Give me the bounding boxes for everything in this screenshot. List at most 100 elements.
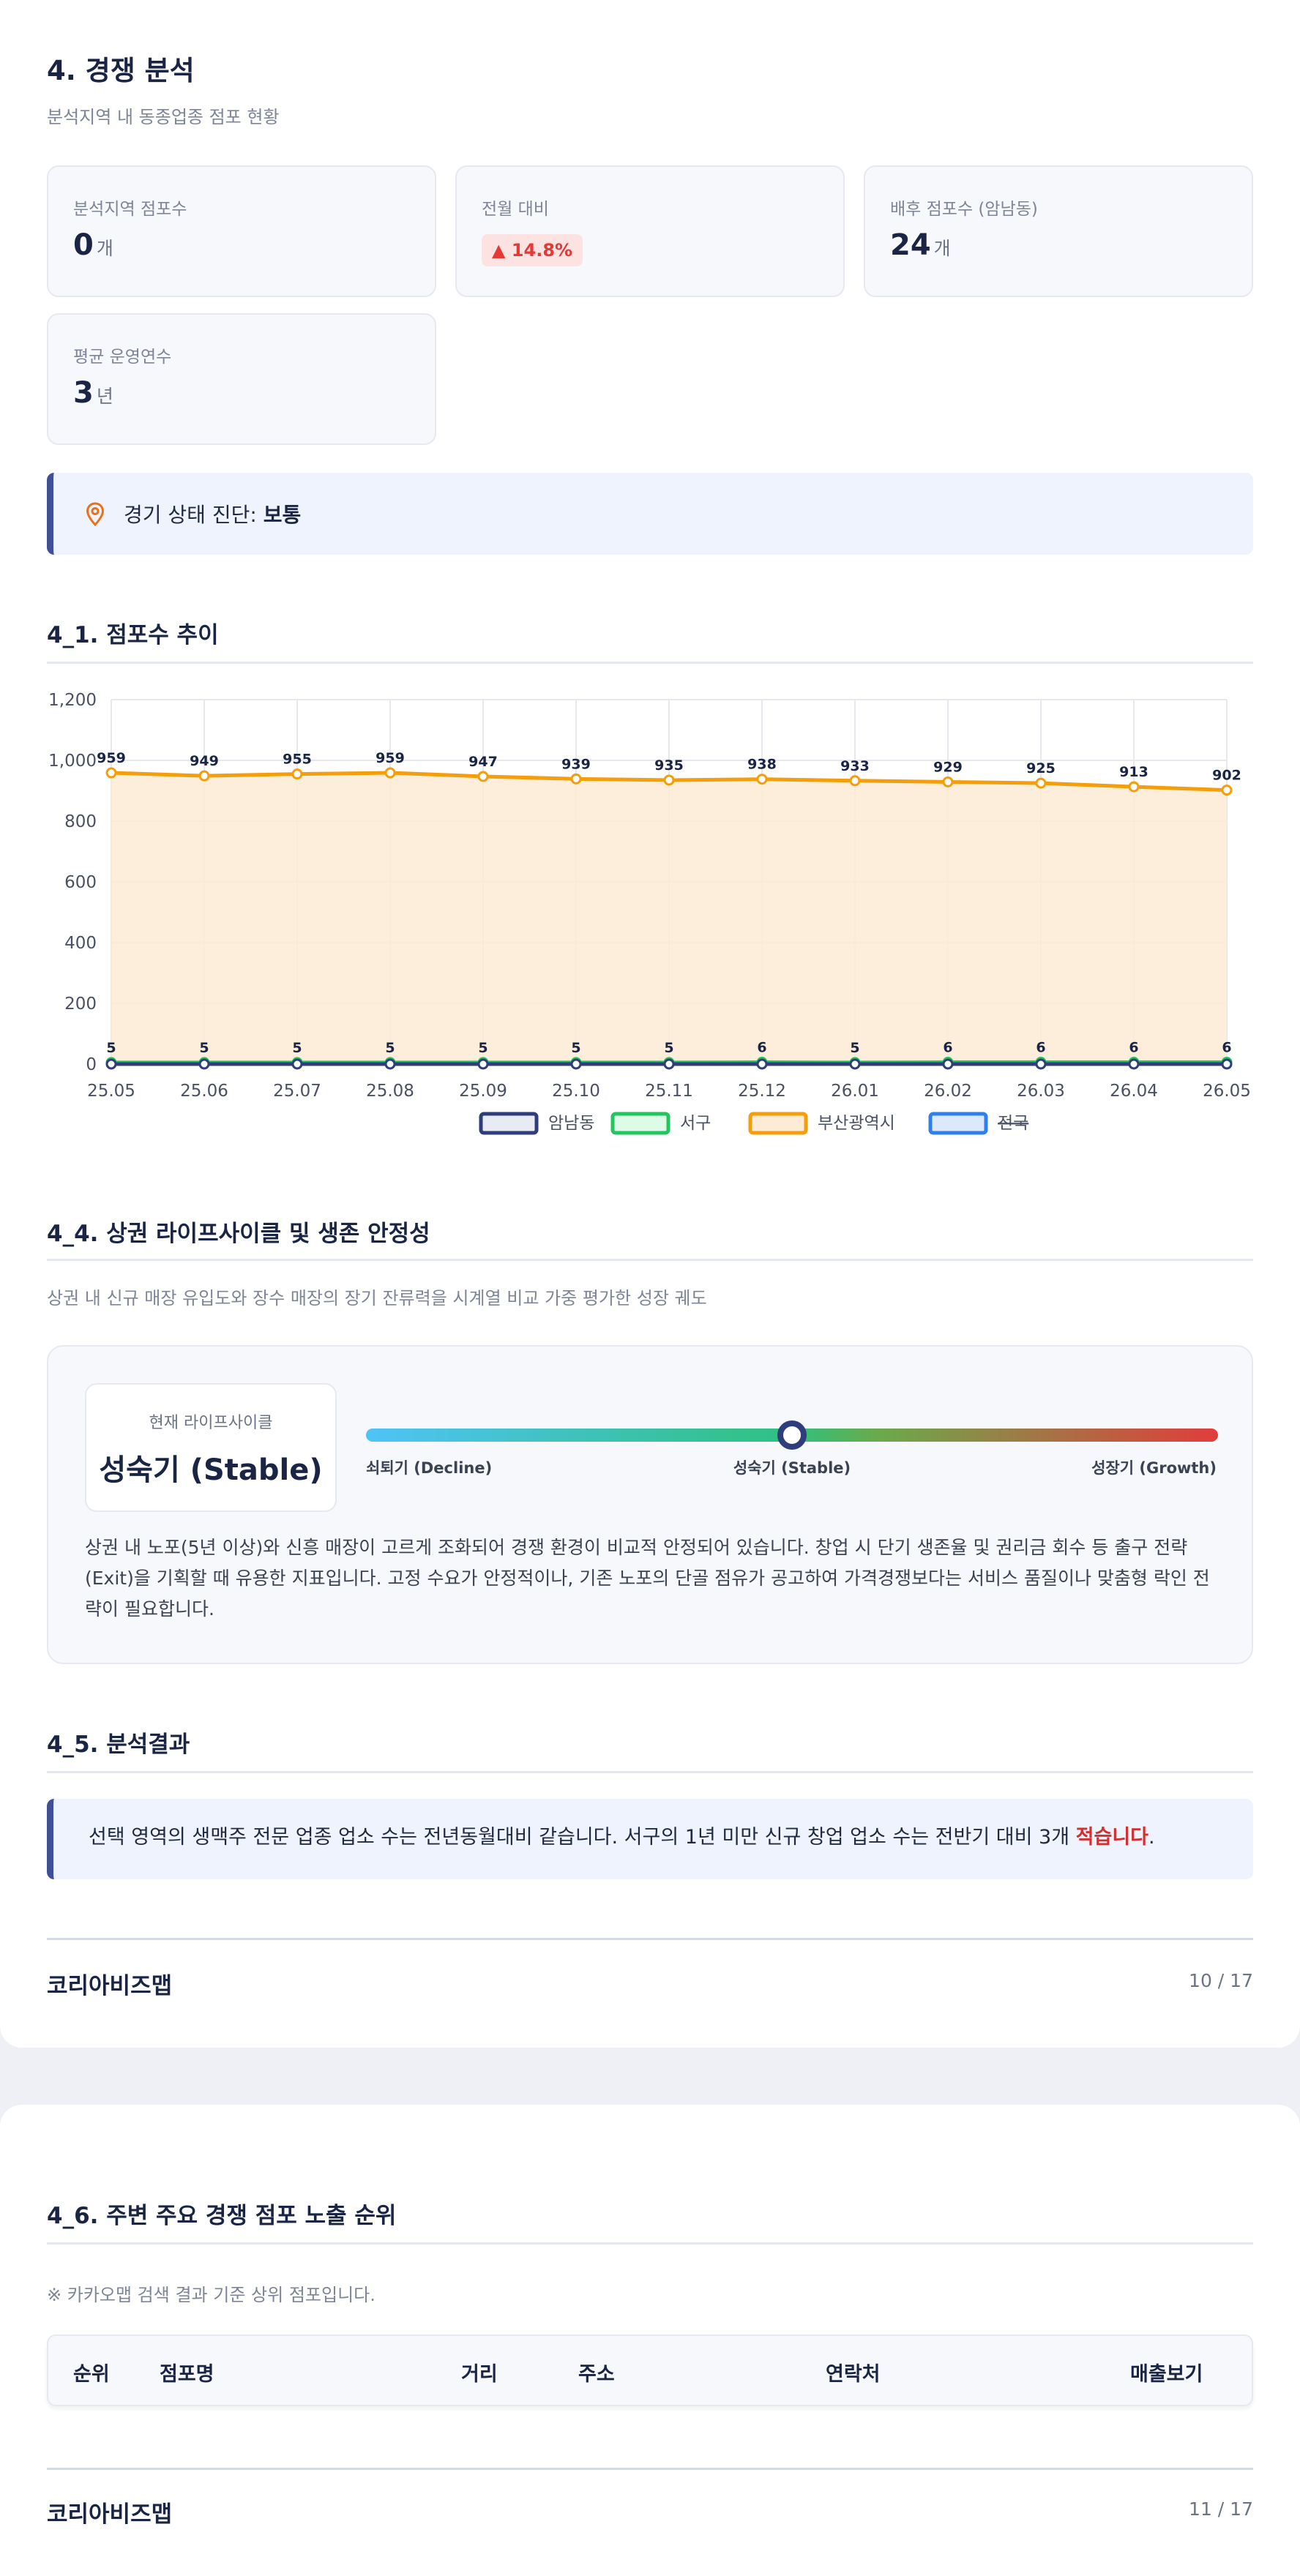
data-label: 5 bbox=[478, 1040, 488, 1056]
section-description: 상권 내 신규 매장 유입도와 장수 매장의 장기 잔류력을 시계열 비교 가중… bbox=[47, 1288, 707, 1308]
y-tick-label: 800 bbox=[64, 812, 97, 831]
data-point bbox=[756, 1058, 768, 1070]
data-label: 959 bbox=[376, 750, 405, 766]
divider bbox=[47, 2242, 1253, 2244]
result-callout: 선택 영역의 생맥주 전문 업종 업소 수는 전년동월대비 같습니다. 서구의 … bbox=[47, 1799, 1253, 1879]
scale-label-growth: 성장기 (Growth) bbox=[1091, 1459, 1217, 1477]
lifecycle-description: 상권 내 노포(5년 이상)와 신흥 매장이 고르게 조화되어 경쟁 환경이 비… bbox=[85, 1537, 1210, 1620]
stage-value: 성숙기 (Stable) bbox=[99, 1453, 323, 1487]
data-point bbox=[291, 1058, 303, 1070]
data-point bbox=[942, 1058, 954, 1070]
data-point bbox=[291, 768, 303, 780]
x-tick-label: 26.03 bbox=[1017, 1082, 1065, 1101]
data-label: 938 bbox=[747, 757, 777, 773]
arrow-up-icon: ▲ bbox=[492, 240, 506, 261]
result-highlight: 적습니다 bbox=[1075, 1826, 1149, 1849]
legend-label: 서구 bbox=[680, 1114, 711, 1133]
diagnosis-callout: 경기 상태 진단: 보통 bbox=[47, 473, 1253, 555]
section-note: ※ 카카오맵 검색 결과 기준 상위 점포입니다. bbox=[47, 2285, 376, 2305]
section-title-lifecycle: 4_4. 상권 라이프사이클 및 생존 안정성 bbox=[47, 1221, 430, 1247]
section-title-result: 4_5. 분석결과 bbox=[47, 1731, 190, 1758]
card-value: 24 개 bbox=[890, 228, 951, 262]
data-label: 939 bbox=[561, 756, 591, 772]
x-tick-label: 25.06 bbox=[180, 1082, 228, 1101]
data-label: 5 bbox=[664, 1040, 673, 1056]
store-trend-chart: 0 200 400 600 800 1,000 1,200 25.05 25.06 25.07 25… bbox=[48, 691, 1251, 1135]
card-label: 전월 대비 bbox=[482, 200, 549, 219]
column-header-contact: 연락처 bbox=[826, 2363, 881, 2386]
data-label: 902 bbox=[1212, 768, 1241, 784]
footer-brand: 코리아비즈맵 bbox=[47, 2501, 173, 2528]
divider bbox=[47, 662, 1253, 664]
y-tick-label: 200 bbox=[64, 995, 97, 1014]
x-tick-label: 26.04 bbox=[1110, 1082, 1158, 1101]
x-tick-label: 25.11 bbox=[645, 1082, 693, 1101]
data-label: 949 bbox=[190, 753, 219, 769]
x-tick-label: 26.02 bbox=[924, 1082, 972, 1101]
chart-legend: 암남동 서구 부산광역시 전국 bbox=[479, 1112, 1028, 1135]
x-tick-label: 26.05 bbox=[1203, 1082, 1251, 1101]
data-point bbox=[663, 774, 675, 786]
data-label: 6 bbox=[1129, 1040, 1138, 1056]
lifecycle-panel: 현재 라이프사이클 성숙기 (Stable) 쇠퇴기 (Decline) 성숙기… bbox=[47, 1345, 1253, 1664]
data-label: 5 bbox=[292, 1040, 302, 1056]
legend-swatch bbox=[479, 1112, 539, 1135]
footer-divider bbox=[47, 1938, 1253, 1940]
data-label: 5 bbox=[850, 1040, 859, 1056]
competitor-rank-table: 순위 점포명 거리 주소 연락처 매출보기 bbox=[47, 2334, 1253, 2406]
data-label: 947 bbox=[468, 754, 498, 770]
data-point bbox=[198, 770, 210, 782]
data-point bbox=[1221, 1058, 1233, 1070]
y-tick-label: 0 bbox=[86, 1055, 97, 1074]
data-label: 5 bbox=[106, 1040, 116, 1056]
section-title-trend: 4_1. 점포수 추이 bbox=[47, 622, 219, 648]
data-label: 929 bbox=[933, 759, 963, 775]
column-header-rank: 순위 bbox=[73, 2363, 110, 2386]
data-point bbox=[105, 767, 117, 779]
page-subtitle: 분석지역 내 동종업종 점포 현황 bbox=[47, 107, 280, 127]
y-tick-label: 400 bbox=[64, 934, 97, 953]
legend-label: 암남동 bbox=[548, 1114, 594, 1133]
map-pin-icon bbox=[86, 502, 105, 527]
section-title-rank: 4_6. 주변 주요 경쟁 점포 노출 순위 bbox=[47, 2203, 397, 2229]
lifecycle-marker bbox=[777, 1420, 807, 1450]
card-label: 배후 점포수 (암남동) bbox=[890, 200, 1038, 219]
data-point bbox=[570, 1058, 582, 1070]
mom-change-card: 전월 대비 ▲ 14.8% bbox=[455, 165, 845, 297]
change-badge: ▲ 14.8% bbox=[482, 234, 583, 266]
data-point bbox=[663, 1058, 675, 1070]
column-header-sales: 매출보기 bbox=[1130, 2363, 1203, 2386]
legend-label: 전국 bbox=[998, 1114, 1028, 1133]
x-tick-label: 25.12 bbox=[738, 1082, 786, 1101]
data-label: 5 bbox=[385, 1040, 395, 1056]
page-number: 10 / 17 bbox=[1189, 1970, 1253, 1991]
y-tick-label: 600 bbox=[64, 873, 97, 892]
data-label: 925 bbox=[1026, 760, 1056, 776]
stage-label: 현재 라이프사이클 bbox=[149, 1414, 273, 1432]
data-point bbox=[384, 767, 396, 779]
scale-label-stable: 성숙기 (Stable) bbox=[733, 1459, 851, 1477]
y-tick-label: 1,000 bbox=[48, 752, 97, 771]
scale-label-decline: 쇠퇴기 (Decline) bbox=[366, 1459, 493, 1477]
data-point bbox=[1221, 785, 1233, 796]
y-tick-label: 1,200 bbox=[48, 691, 97, 710]
data-label: 5 bbox=[199, 1040, 209, 1056]
data-point bbox=[105, 1058, 117, 1070]
divider bbox=[47, 1771, 1253, 1773]
hinterland-count-card: 배후 점포수 (암남동) 24 개 bbox=[864, 165, 1253, 297]
data-point bbox=[384, 1058, 396, 1070]
current-stage-box: 현재 라이프사이클 성숙기 (Stable) bbox=[85, 1383, 337, 1512]
data-point bbox=[477, 1058, 489, 1070]
data-label: 933 bbox=[840, 758, 870, 774]
data-label: 6 bbox=[1036, 1040, 1045, 1056]
data-point bbox=[477, 771, 489, 782]
page-number: 11 / 17 bbox=[1189, 2498, 1253, 2520]
x-tick-label: 25.10 bbox=[552, 1082, 600, 1101]
data-point bbox=[942, 776, 954, 787]
result-text: 선택 영역의 생맥주 전문 업종 업소 수는 전년동월대비 같습니다. 서구의 … bbox=[89, 1826, 1155, 1849]
